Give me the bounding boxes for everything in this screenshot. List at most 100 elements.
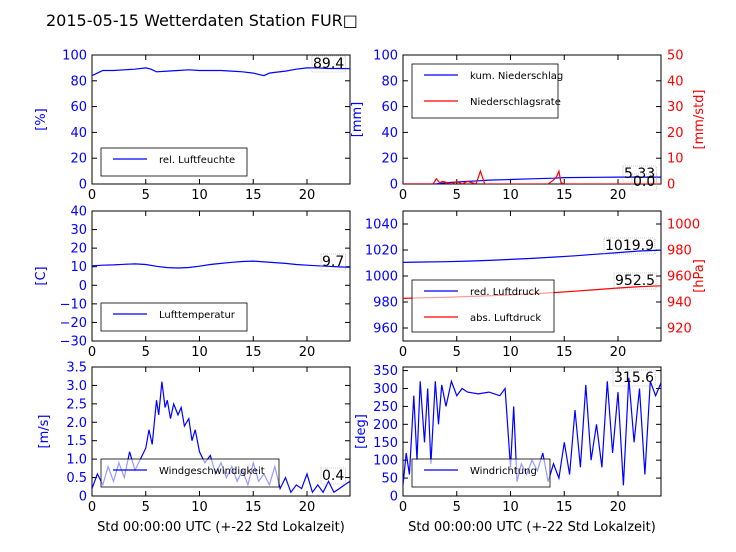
- x-tick-label: 0: [399, 345, 407, 360]
- x-tick-label: 15: [245, 345, 262, 360]
- x-axis-label: Std 00:00:00 UTC (+-22 Std Lokalzeit): [408, 520, 656, 535]
- panel-humidity: 0 5 10 15 20 0 20 40 60 80 100 [%] rel. Luftfeuchte 8…: [34, 49, 351, 203]
- x-tick-label: 20: [299, 188, 316, 203]
- y-tick-label: 2.0: [66, 416, 87, 431]
- x-tick-label: 5: [453, 188, 461, 203]
- current-value-secondary: 0.0: [633, 174, 655, 190]
- legend-label: Niederschlagsrate: [470, 97, 561, 108]
- y2-tick-label: 960: [667, 270, 692, 285]
- legend-label: red. Luftdruck: [470, 287, 540, 298]
- legend-label: abs. Luftdruck: [470, 313, 541, 324]
- current-value: 9.7: [322, 254, 344, 270]
- y-tick-label: −10: [60, 297, 87, 312]
- legend-label: Windrichtung: [470, 466, 537, 477]
- x-tick-label: 5: [142, 345, 150, 360]
- x-tick-label: 20: [299, 345, 316, 360]
- y-tick-label: 0: [79, 279, 87, 294]
- x-tick-label: 5: [453, 345, 461, 360]
- x-tick-label: 10: [502, 345, 519, 360]
- x-tick-label: 0: [399, 188, 407, 203]
- y2-tick-label: 940: [667, 296, 692, 311]
- legend-label: rel. Luftfeuchte: [159, 155, 235, 166]
- y-tick-label: 960: [373, 322, 398, 337]
- x-tick-label: 0: [88, 345, 96, 360]
- x-tick-label: 15: [556, 345, 573, 360]
- y-axis-label: [deg]: [354, 414, 369, 449]
- x-tick-label: 0: [88, 188, 96, 203]
- x-tick-label: 15: [556, 188, 573, 203]
- y-axis-label: [C]: [34, 266, 49, 285]
- x-tick-label: 20: [610, 188, 627, 203]
- y2-tick-label: 0: [667, 178, 675, 193]
- x-tick-label: 20: [610, 345, 627, 360]
- y-tick-label: 1.0: [66, 453, 87, 468]
- current-value-box: [603, 237, 656, 255]
- y-tick-label: 20: [70, 152, 87, 167]
- x-tick-label: 15: [245, 188, 262, 203]
- y-tick-label: 80: [381, 74, 398, 89]
- y-axis-label: [m/s]: [37, 415, 52, 449]
- y-tick-label: 1020: [365, 244, 398, 259]
- current-value-box: [320, 253, 346, 271]
- current-value: 0.4: [322, 468, 344, 484]
- legend-box: [411, 63, 559, 119]
- y-tick-label: 40: [70, 126, 87, 141]
- figure-title: 2015-05-15 Wetterdaten Station FUR□: [46, 11, 358, 30]
- y-tick-label: 0.5: [66, 471, 87, 486]
- x-tick-label: 10: [191, 500, 208, 515]
- y2-tick-label: 1000: [667, 218, 700, 233]
- y-tick-label: 0: [79, 178, 87, 193]
- legend-box: [100, 302, 248, 332]
- y-tick-label: 980: [373, 296, 398, 311]
- y-tick-label: 250: [373, 400, 398, 415]
- x-tick-label: 10: [502, 500, 519, 515]
- x-tick-label: 20: [610, 500, 627, 515]
- y-tick-label: 0: [79, 490, 87, 505]
- x-tick-label: 0: [399, 500, 407, 515]
- y-tick-label: 50: [381, 472, 398, 487]
- current-value-secondary-box: [631, 173, 657, 191]
- current-value-box: [622, 165, 657, 183]
- series-line-0: [92, 67, 350, 77]
- current-value: 1019.9: [605, 238, 654, 254]
- y-tick-label: 2.5: [66, 397, 87, 412]
- current-value-box: [320, 467, 346, 485]
- x-tick-label: 15: [245, 500, 262, 515]
- current-value: 89.4: [313, 56, 344, 72]
- y-tick-label: 1.5: [66, 434, 87, 449]
- x-tick-label: 5: [453, 500, 461, 515]
- y-tick-label: −30: [60, 335, 87, 350]
- y-tick-label: 0: [390, 490, 398, 505]
- y2-tick-label: 920: [667, 322, 692, 337]
- y-tick-label: 150: [373, 436, 398, 451]
- y-tick-label: 1000: [365, 270, 398, 285]
- y-tick-label: 100: [373, 49, 398, 64]
- series-line-0: [92, 260, 350, 269]
- y2-axis-label: [mm/std]: [692, 90, 707, 150]
- legend-label: Windgeschwindigkeit: [159, 466, 265, 477]
- y-tick-label: 40: [381, 126, 398, 141]
- y-tick-label: 100: [373, 454, 398, 469]
- y-tick-label: 80: [70, 74, 87, 89]
- y2-axis-label: [hPa]: [692, 259, 707, 293]
- y-tick-label: 200: [373, 418, 398, 433]
- y-tick-label: 3.0: [66, 379, 87, 394]
- panel-precipitation: 0 5 10 15 20 0 20 40 60 80 100 0 10 20 30 40 50 [mm] [mm/s…: [350, 49, 707, 204]
- plot-frame: [91, 54, 351, 185]
- current-value-secondary: 952.5: [615, 273, 655, 289]
- x-tick-label: 15: [556, 500, 573, 515]
- current-value-secondary-box: [613, 272, 657, 290]
- y2-tick-label: 50: [667, 49, 684, 64]
- y-tick-label: 1040: [365, 218, 398, 233]
- series-line-0: [403, 176, 661, 184]
- y-tick-label: 300: [373, 382, 398, 397]
- y-tick-label: 60: [70, 100, 87, 115]
- y2-tick-label: 30: [667, 100, 684, 115]
- current-value: 315.6: [614, 370, 654, 386]
- y2-tick-label: 980: [667, 244, 692, 259]
- x-tick-label: 10: [502, 188, 519, 203]
- y-tick-label: 350: [373, 364, 398, 379]
- x-tick-label: 0: [88, 500, 96, 515]
- y-axis-label: [mm]: [350, 102, 365, 137]
